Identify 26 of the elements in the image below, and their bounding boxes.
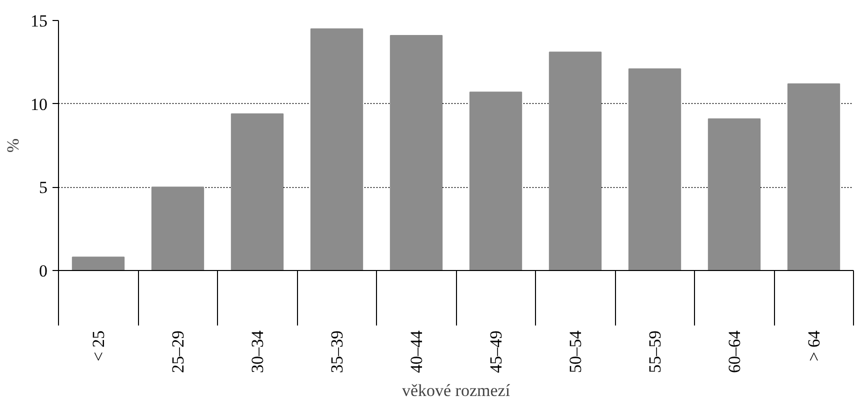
bar [787,83,840,270]
bar [230,113,284,270]
bar [628,68,682,270]
bar [390,35,443,270]
x-tick-label: > 64 [804,330,824,362]
bar [708,118,761,270]
bar [310,28,364,270]
x-tick-label: 35–39 [327,330,346,373]
x-tick-label: 55–59 [645,330,664,373]
y-tick-label: 5 [39,178,48,198]
x-tick-label: 40–44 [406,330,426,373]
x-tick-label: 25–29 [168,330,188,373]
y-tick-label: 10 [30,94,48,114]
x-tick-label: 30–34 [248,330,267,373]
bar [72,256,125,270]
x-tick-label: < 25 [88,330,108,362]
y-tick-label: 15 [30,12,48,30]
bar [151,186,204,270]
bar [548,52,602,270]
y-axis-title: % [4,138,22,153]
y-tick-label: 0 [39,262,48,280]
x-tick-label: 45–49 [486,330,506,373]
x-axis-title: věkové rozmezí [402,381,510,400]
x-tick-label: 60–64 [724,330,744,373]
x-tick-label: 50–54 [566,330,585,373]
bar [469,92,522,270]
